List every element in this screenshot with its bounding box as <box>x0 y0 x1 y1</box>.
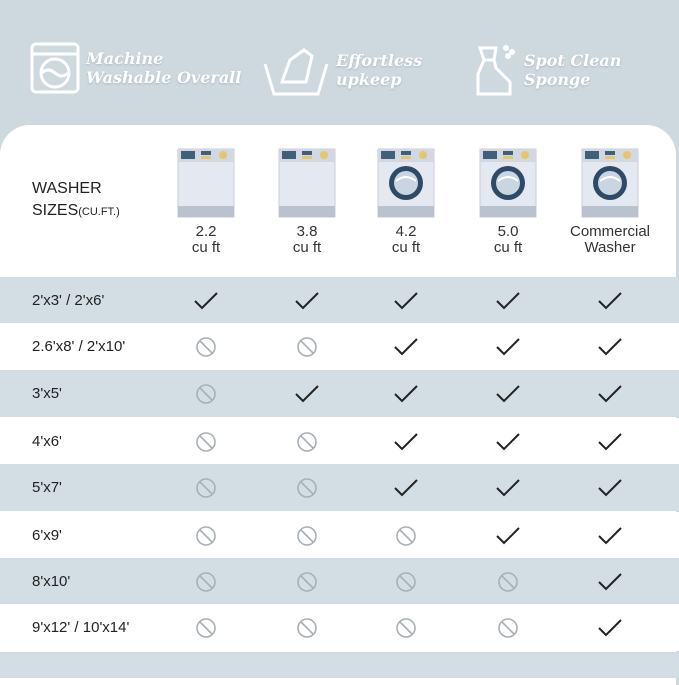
table-row: 9'x12' / 10'x14' <box>0 604 679 651</box>
rug-size-label: 5'x7' <box>32 479 62 496</box>
feature-line1: Effortless <box>336 51 423 70</box>
washer-image <box>581 148 639 223</box>
table-row: 6'x9' <box>0 512 679 559</box>
capacity-line2: Washer <box>584 239 636 256</box>
check-icon <box>595 332 625 362</box>
check-icon <box>493 332 523 362</box>
hand-wash-icon <box>263 48 329 96</box>
table-row: 8'x10' <box>0 558 679 605</box>
washer-capacity: 5.0 cu ft <box>453 224 563 256</box>
not-compatible-icon <box>191 613 221 643</box>
check-icon <box>292 379 322 409</box>
not-compatible-icon <box>391 567 421 597</box>
not-compatible-icon <box>191 427 221 457</box>
not-compatible-icon <box>191 521 221 551</box>
rug-size-label: 3'x5' <box>32 385 62 402</box>
washer-capacity: 2.2 cu ft <box>151 224 261 256</box>
not-compatible-icon <box>292 427 322 457</box>
check-icon <box>595 473 625 503</box>
not-compatible-icon <box>292 567 322 597</box>
not-compatible-icon <box>391 613 421 643</box>
table-row: 2.6'x8' / 2'x10' <box>0 323 679 370</box>
washer-image <box>278 148 336 223</box>
not-compatible-icon <box>391 521 421 551</box>
washing-machine-icon <box>30 42 80 94</box>
table-row: 4'x6' <box>0 418 679 465</box>
washer-image <box>177 148 235 223</box>
not-compatible-icon <box>191 379 221 409</box>
check-icon <box>391 473 421 503</box>
rug-size-label: 8'x10' <box>32 573 71 590</box>
check-icon <box>391 427 421 457</box>
not-compatible-icon <box>493 567 523 597</box>
capacity-line1: Commercial <box>569 223 650 240</box>
check-icon <box>493 521 523 551</box>
table-row: 5'x7' <box>0 464 679 511</box>
feature-line2: Sponge <box>524 70 591 89</box>
rug-size-label: 9'x12' / 10'x14' <box>32 619 130 636</box>
not-compatible-icon <box>292 613 322 643</box>
check-icon <box>595 567 625 597</box>
capacity-line2: cu ft <box>391 239 421 256</box>
washer-capacity: 4.2 cu ft <box>351 224 461 256</box>
capacity-line2: cu ft <box>191 239 221 256</box>
capacity-line2: cu ft <box>493 239 523 256</box>
spray-bottle-icon <box>476 45 515 96</box>
rug-size-label: 2.6'x8' / 2'x10' <box>32 338 126 355</box>
check-icon <box>493 379 523 409</box>
heading-line1: WASHER <box>32 180 102 197</box>
not-compatible-icon <box>292 521 322 551</box>
capacity-line1: 2.2 <box>195 223 217 240</box>
rug-size-label: 6'x9' <box>32 527 62 544</box>
not-compatible-icon <box>191 567 221 597</box>
capacity-line2: cu ft <box>292 239 322 256</box>
not-compatible-icon <box>493 613 523 643</box>
check-icon <box>595 379 625 409</box>
check-icon <box>191 286 221 316</box>
feature-spot-clean: Spot Clean Sponge <box>474 42 621 98</box>
check-icon <box>292 286 322 316</box>
capacity-line1: 3.8 <box>296 223 318 240</box>
washer-capacity: 3.8 cu ft <box>252 224 362 256</box>
feature-line2: upkeep <box>336 70 402 89</box>
capacity-line1: 4.2 <box>395 223 417 240</box>
table-row: 2'x3' / 2'x6' <box>0 277 679 324</box>
rug-size-label: 2'x3' / 2'x6' <box>32 292 105 309</box>
feature-line1: Spot Clean <box>524 51 622 70</box>
washer-sizes-heading: WASHER SIZES(CU.FT.) <box>32 178 120 223</box>
capacity-line1: 5.0 <box>497 223 519 240</box>
washer-image <box>479 148 537 223</box>
check-icon <box>391 332 421 362</box>
check-icon <box>493 286 523 316</box>
heading-unit: (CU.FT.) <box>78 206 120 218</box>
not-compatible-icon <box>292 332 322 362</box>
feature-line1: Machine <box>86 49 164 68</box>
check-icon <box>595 521 625 551</box>
not-compatible-icon <box>292 473 322 503</box>
heading-line2: SIZES <box>32 202 79 219</box>
washer-capacity: Commercial Washer <box>555 224 665 256</box>
check-icon <box>595 427 625 457</box>
feature-line2: Washable Overall <box>86 68 242 87</box>
check-icon <box>391 286 421 316</box>
feature-effortless: Effortless upkeep <box>262 42 422 98</box>
check-icon <box>493 427 523 457</box>
washer-image <box>377 148 435 223</box>
bottom-band <box>0 652 679 678</box>
feature-machine-washable: Machine Washable Overall <box>30 42 241 94</box>
not-compatible-icon <box>191 473 221 503</box>
check-icon <box>493 473 523 503</box>
table-row: 3'x5' <box>0 370 679 417</box>
check-icon <box>595 286 625 316</box>
rug-size-label: 4'x6' <box>32 433 62 450</box>
not-compatible-icon <box>191 332 221 362</box>
check-icon <box>391 379 421 409</box>
check-icon <box>595 613 625 643</box>
